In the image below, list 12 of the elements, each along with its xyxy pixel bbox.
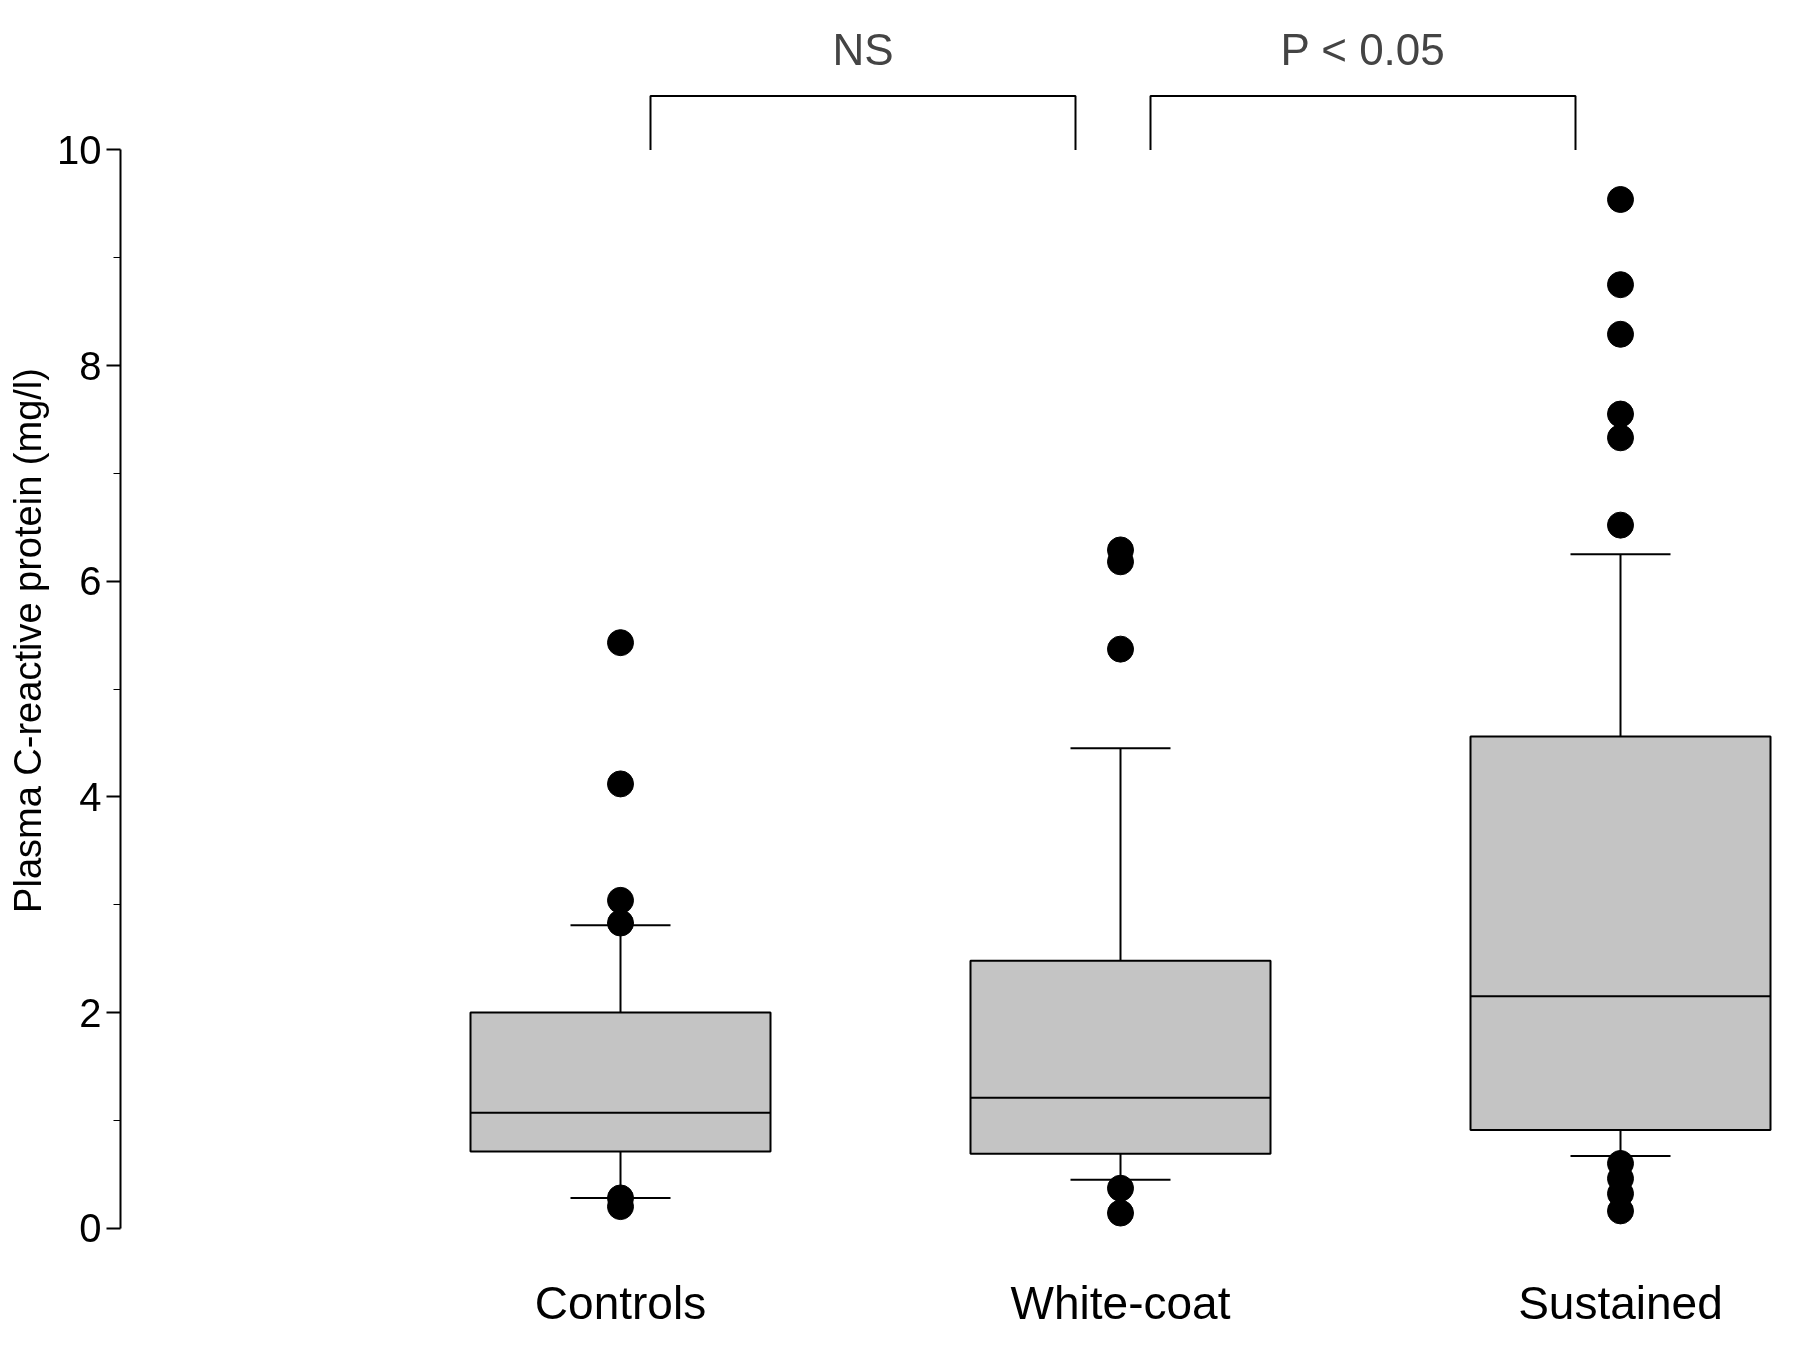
x-tick-label: White-coat xyxy=(1010,1276,1231,1329)
y-tick-label: 2 xyxy=(79,990,102,1035)
x-tick-label: Sustained xyxy=(1518,1276,1723,1329)
text: NS xyxy=(832,25,894,75)
y-tick-label: 0 xyxy=(79,1206,102,1251)
y-tick-label: 10 xyxy=(57,127,102,172)
y-axis-title: Plasma C-reactive protein (mg/l) xyxy=(7,368,50,913)
text: P < 0.05 xyxy=(1280,25,1445,75)
y-tick-label: 4 xyxy=(79,774,102,819)
x-tick-label: Controls xyxy=(534,1276,707,1329)
y-tick-label: 8 xyxy=(79,343,102,388)
y-tick-label: 6 xyxy=(79,559,102,604)
